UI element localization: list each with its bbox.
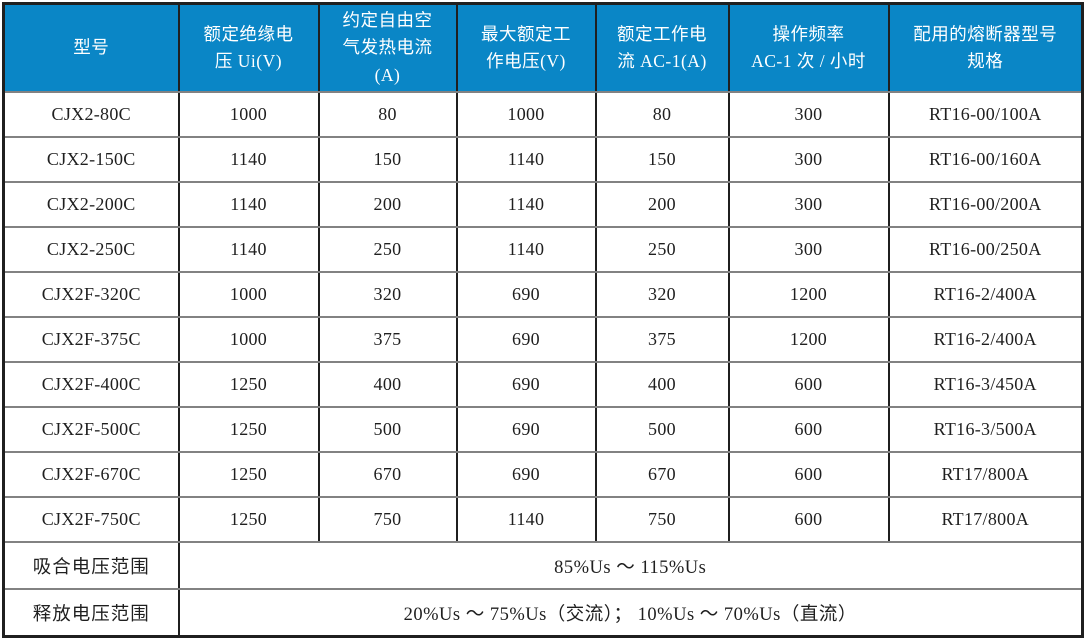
cell: RT16-2/400A [887,316,1084,363]
header-cell: 型号 [2,2,180,93]
cell: RT16-2/400A [887,271,1084,318]
footer-row-release-voltage: 释放电压范围 20%Us ～ 75%Us（交流）； 10%Us ～ 70%Us（… [2,588,1084,638]
cell: 375 [594,316,730,363]
cell: 500 [594,406,730,453]
cell: CJX2-150C [2,136,180,183]
cell: 690 [455,271,597,318]
header-cell: 额定工作电 流 AC-1(A) [594,2,730,93]
cell: 200 [594,181,730,228]
cell: CJX2F-400C [2,361,180,408]
table-row: CJX2F-670C 1250 670 690 670 600 RT17/800A [2,451,1084,498]
cell: 1140 [177,226,320,273]
cell: 1000 [177,271,320,318]
cell: RT16-00/100A [887,91,1084,138]
cell: 600 [727,451,890,498]
cell: 670 [594,451,730,498]
cell: 80 [317,91,458,138]
cell: 670 [317,451,458,498]
header-cell: 最大额定工 作电压(V) [455,2,597,93]
release-voltage-label: 释放电压范围 [2,588,180,638]
cell: 300 [727,226,890,273]
table-row: CJX2-150C 1140 150 1140 150 300 RT16-00/160A [2,136,1084,183]
header-row: 型号 额定绝缘电 压 Ui(V) 约定自由空 气发热电流 (A) 最大额定工 作电压(… [2,2,1084,93]
cell: 1140 [177,136,320,183]
table-footer: 吸合电压范围 85%Us ～ 115%Us 释放电压范围 20%Us ～ 75%… [2,541,1084,638]
cell: RT16-3/500A [887,406,1084,453]
header-cell: 约定自由空 气发热电流 (A) [317,2,458,93]
pickup-voltage-label: 吸合电压范围 [2,541,180,590]
release-voltage-value: 20%Us ～ 75%Us（交流）； 10%Us ～ 70%Us（直流） [177,588,1084,638]
cell: 250 [317,226,458,273]
table-row: CJX2F-400C 1250 400 690 400 600 RT16-3/450A [2,361,1084,408]
cell: 690 [455,316,597,363]
cell: 1140 [177,181,320,228]
cell: 150 [594,136,730,183]
cell: 1250 [177,361,320,408]
cell: RT17/800A [887,496,1084,543]
cell: 400 [317,361,458,408]
cell: 80 [594,91,730,138]
cell: 150 [317,136,458,183]
cell: 600 [727,406,890,453]
header-cell: 额定绝缘电 压 Ui(V) [177,2,320,93]
table-row: CJX2-200C 1140 200 1140 200 300 RT16-00/200A [2,181,1084,228]
cell: 1250 [177,496,320,543]
cell: 1140 [455,181,597,228]
cell: 690 [455,361,597,408]
cell: 600 [727,496,890,543]
header-cell: 配用的熔断器型号 规格 [887,2,1084,93]
cell: 200 [317,181,458,228]
cell: 500 [317,406,458,453]
cell: 320 [317,271,458,318]
cell: 1000 [177,316,320,363]
cell: RT16-3/450A [887,361,1084,408]
table-row: CJX2-250C 1140 250 1140 250 300 RT16-00/250A [2,226,1084,273]
pickup-voltage-value: 85%Us ～ 115%Us [177,541,1084,590]
cell: 690 [455,451,597,498]
cell: 750 [594,496,730,543]
table-row: CJX2F-375C 1000 375 690 375 1200 RT16-2/400A [2,316,1084,363]
cell: CJX2F-375C [2,316,180,363]
cell: CJX2-200C [2,181,180,228]
cell: 1250 [177,451,320,498]
cell: CJX2F-320C [2,271,180,318]
table-header: 型号 额定绝缘电 压 Ui(V) 约定自由空 气发热电流 (A) 最大额定工 作电压(… [2,2,1084,93]
cell: CJX2-250C [2,226,180,273]
cell: RT17/800A [887,451,1084,498]
cell: 600 [727,361,890,408]
cell: 375 [317,316,458,363]
cell: 690 [455,406,597,453]
cell: RT16-00/250A [887,226,1084,273]
cell: 750 [317,496,458,543]
cell: 1000 [455,91,597,138]
table-row: CJX2F-750C 1250 750 1140 750 600 RT17/800A [2,496,1084,543]
table-body: CJX2-80C 1000 80 1000 80 300 RT16-00/100A CJX2-… [2,91,1084,543]
table-row: CJX2-80C 1000 80 1000 80 300 RT16-00/100A [2,91,1084,138]
cell: 1250 [177,406,320,453]
cell: CJX2F-750C [2,496,180,543]
table-row: CJX2F-500C 1250 500 690 500 600 RT16-3/500A [2,406,1084,453]
cell: CJX2F-670C [2,451,180,498]
cell: 1200 [727,271,890,318]
cell: RT16-00/160A [887,136,1084,183]
cell: 1140 [455,496,597,543]
footer-row-pickup-voltage: 吸合电压范围 85%Us ～ 115%Us [2,541,1084,590]
cell: 320 [594,271,730,318]
cell: 400 [594,361,730,408]
cell: 1140 [455,226,597,273]
cell: 1200 [727,316,890,363]
cell: CJX2F-500C [2,406,180,453]
cell: 1140 [455,136,597,183]
cell: 250 [594,226,730,273]
cell: 300 [727,136,890,183]
cell: RT16-00/200A [887,181,1084,228]
cell: 300 [727,91,890,138]
table-row: CJX2F-320C 1000 320 690 320 1200 RT16-2/400A [2,271,1084,318]
cell: 1000 [177,91,320,138]
cell: 300 [727,181,890,228]
header-cell: 操作频率 AC-1 次 / 小时 [727,2,890,93]
cell: CJX2-80C [2,91,180,138]
